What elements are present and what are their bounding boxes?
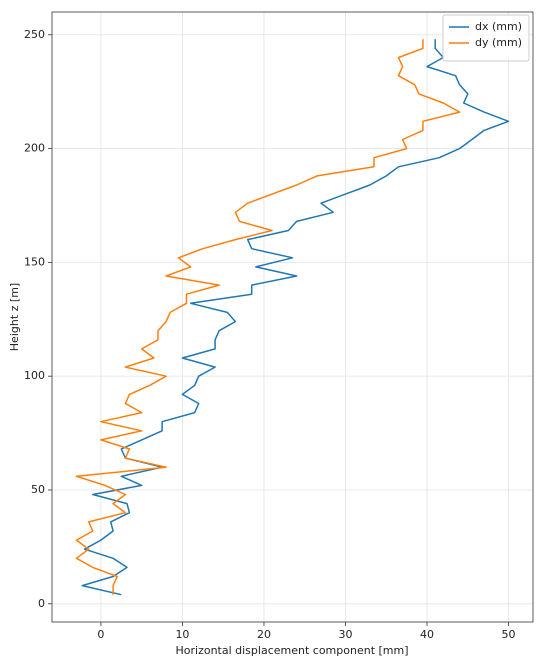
x-axis-label: Horizontal displacement component [mm] (175, 644, 408, 657)
y-tick-label: 50 (31, 483, 45, 496)
y-tick-label: 100 (24, 369, 45, 382)
x-tick-label: 20 (257, 628, 271, 641)
x-tick-label: 0 (97, 628, 104, 641)
y-tick-label: 250 (24, 28, 45, 41)
y-axis-label: Height z [m] (8, 283, 21, 351)
line-series (81, 39, 510, 596)
x-tick-label: 10 (175, 628, 189, 641)
line-series (75, 39, 461, 595)
x-tick-label: 50 (502, 628, 516, 641)
y-tick-label: 150 (24, 255, 45, 268)
y-tick-label: 0 (38, 597, 45, 610)
x-tick-label: 40 (420, 628, 434, 641)
legend-label: dy (mm) (475, 36, 522, 49)
y-tick-label: 200 (24, 142, 45, 155)
legend-label: dx (mm) (475, 20, 522, 33)
plot-frame (51, 11, 534, 623)
x-tick-label: 30 (338, 628, 352, 641)
legend: dx (mm) dy (mm) (442, 14, 530, 62)
